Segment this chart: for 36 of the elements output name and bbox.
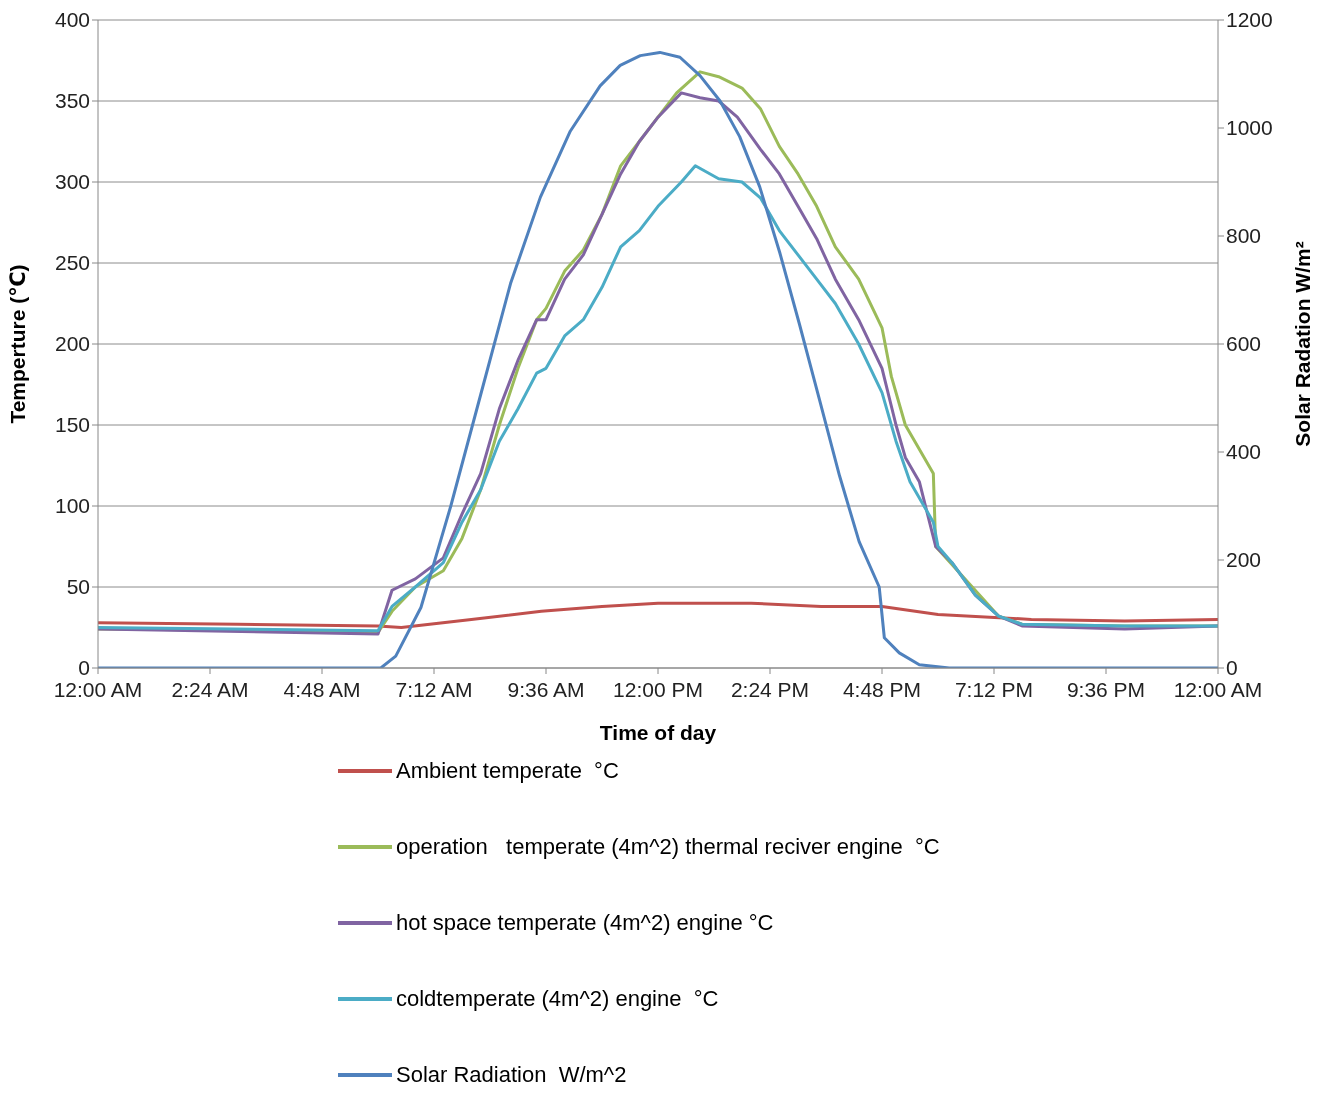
y-tick-label: 150 (54, 413, 90, 437)
y-tick-label: 350 (54, 89, 90, 113)
legend-label: Solar Radiation W/m^2 (396, 1062, 627, 1088)
x-tick-label: 12:00 PM (613, 677, 703, 701)
y-tick-label: 400 (54, 8, 90, 32)
y-tick-label: 250 (54, 251, 90, 275)
legend-label: operation temperate (4m^2) thermal reciver engine °C (396, 834, 940, 860)
legend-label: Ambient temperate °C (396, 758, 619, 784)
y-tick-label: 200 (54, 332, 90, 356)
y2-tick-label: 400 (1226, 440, 1262, 464)
x-tick-label: 9:36 AM (507, 677, 585, 701)
x-tick-label: 12:00 AM (53, 677, 143, 701)
x-tick-label: 9:36 PM (1066, 677, 1146, 701)
legend-label: coldtemperate (4m^2) engine °C (396, 986, 719, 1012)
y-tick-label: 50 (66, 575, 90, 599)
y2-tick-label: 1200 (1226, 8, 1273, 32)
y2-tick-label: 600 (1226, 332, 1262, 356)
y2-axis-title: Solar Radation W/m² (1291, 241, 1315, 447)
x-tick-label: 4:48 AM (283, 677, 361, 701)
y-axis-title: Temperture (℃) (6, 264, 30, 424)
y2-tick-label: 200 (1226, 548, 1262, 572)
y-tick-label: 300 (54, 170, 90, 194)
x-tick-label: 7:12 AM (395, 677, 473, 701)
y-tick-label: 0 (78, 656, 90, 680)
x-axis-title: Time of day (599, 721, 717, 744)
y2-tick-label: 1000 (1226, 116, 1273, 140)
legend-label: hot space temperate (4m^2) engine °C (396, 910, 774, 936)
line-series (98, 601, 1218, 629)
x-tick-label: 4:48 PM (842, 677, 922, 701)
x-tick-label: 7:12 PM (954, 677, 1034, 701)
y2-tick-label: 800 (1226, 224, 1262, 248)
x-tick-label: 2:24 PM (730, 677, 810, 701)
y-tick-label: 100 (54, 494, 90, 518)
x-tick-label: 12:00 AM (1173, 677, 1263, 701)
x-tick-label: 2:24 AM (171, 677, 249, 701)
y2-tick-label: 0 (1226, 656, 1238, 680)
